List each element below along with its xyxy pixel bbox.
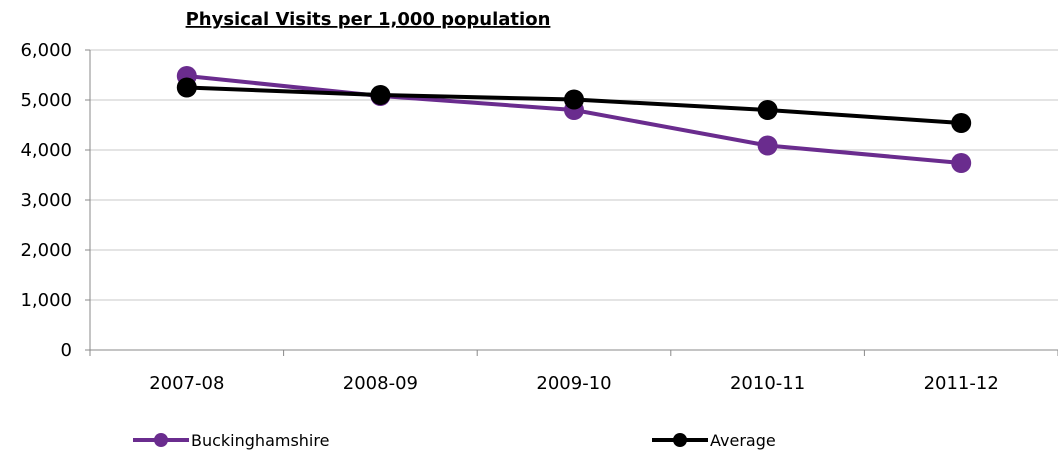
y-tick-label: 1,000: [20, 290, 72, 311]
x-axis-ticks: 2007-08 2008-09 2009-10 2010-11 2011-12: [149, 373, 999, 394]
series-group: [176, 66, 972, 173]
legend-label-average: Average: [710, 431, 776, 450]
legend: Buckinghamshire Average: [133, 431, 776, 450]
legend-label-buckinghamshire: Buckinghamshire: [191, 431, 329, 450]
y-tick-label: 0: [61, 340, 72, 361]
x-tick-label: 2011-12: [924, 373, 999, 394]
data-point-average: [564, 89, 584, 110]
legend-marker-buckinghamshire: [154, 433, 168, 447]
y-axis-ticks: 0 1,000 2,000 3,000 4,000 5,000 6,000: [20, 40, 72, 361]
legend-marker-average: [673, 433, 687, 447]
x-tick-label: 2010-11: [730, 373, 805, 394]
data-point-average: [951, 113, 972, 133]
axes: [85, 49, 1058, 356]
x-tick-label: 2007-08: [149, 373, 224, 394]
data-point-average: [370, 85, 391, 105]
data-point-average: [176, 77, 197, 98]
y-tick-label: 4,000: [20, 140, 72, 161]
data-point-buckinghamshire: [951, 153, 972, 173]
chart-title: Physical Visits per 1,000 population: [186, 9, 551, 30]
y-tick-label: 5,000: [20, 90, 72, 111]
data-point-average: [757, 100, 778, 120]
x-tick-label: 2009-10: [536, 373, 611, 394]
x-tick-label: 2008-09: [343, 373, 418, 394]
y-tick-label: 6,000: [20, 40, 72, 61]
data-point-buckinghamshire: [757, 135, 778, 156]
y-tick-label: 3,000: [20, 190, 72, 211]
y-tick-label: 2,000: [20, 240, 72, 261]
